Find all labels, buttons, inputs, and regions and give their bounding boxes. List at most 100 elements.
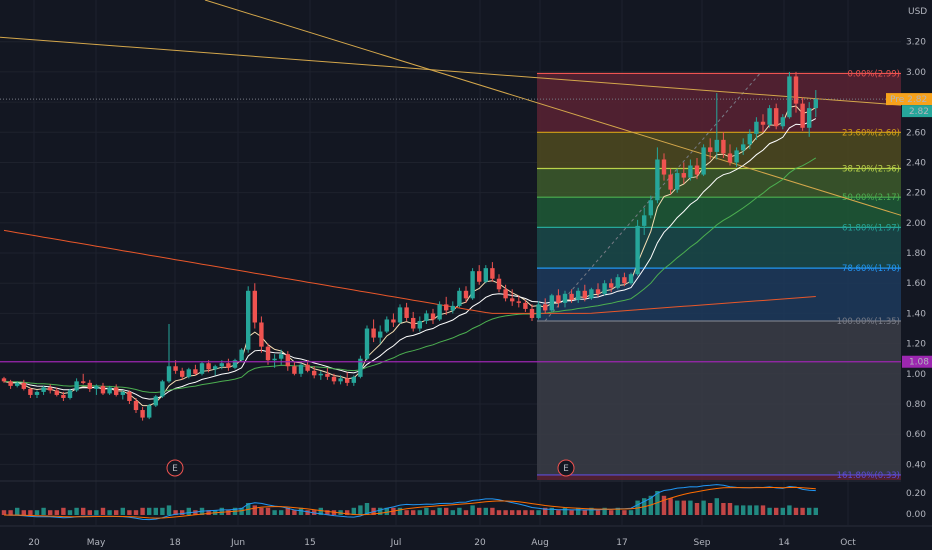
volume-bar [490,507,495,515]
volume-bar [595,510,601,515]
trend-line-descending[interactable] [204,0,902,216]
fib-level-label: 100.00%(1.35) [837,317,900,327]
trend-line-resistance[interactable] [0,36,902,106]
candle-body [292,366,297,374]
volume-tick-label: 0.00 [906,510,926,520]
volume-bar [48,510,53,515]
candle-body [239,349,244,361]
volume-bar [219,507,224,515]
earnings-marker[interactable] [557,459,575,477]
volume-bar [569,510,574,515]
volume-bar [94,510,99,515]
fib-zone [537,73,901,133]
earnings-marker[interactable] [166,459,184,477]
volume-bar [226,510,231,515]
volume-bar [21,510,26,515]
volume-bar [120,507,125,515]
time-tick-label: 14 [778,538,790,548]
candle-body [549,295,554,311]
candle-body [774,108,779,127]
ma-fast [3,105,817,407]
candle-body [694,165,700,175]
candle-body [523,302,528,309]
fib-zone [537,320,901,475]
time-tick-label: Jul [390,538,402,548]
candle-body [437,304,442,320]
candle-body [226,363,231,368]
volume-bar [285,507,290,515]
candle-body [800,103,805,128]
price-tick-label: 0.80 [906,400,926,410]
volume-bar [622,510,627,515]
trend-lines[interactable] [0,0,902,216]
candle-body [180,370,185,377]
candle-body [767,108,772,125]
volume-bar [470,505,475,515]
candle-body [780,117,785,127]
volume-bar [292,510,297,515]
volume-bar [741,505,746,515]
volume-bar [549,507,554,515]
volume-bar [34,510,40,515]
price-tick-label: 1.80 [906,249,926,259]
volume-bar [754,505,759,515]
level-tag[interactable] [902,355,932,368]
current-price-tag[interactable] [902,105,932,118]
candle-body [681,173,686,178]
volume-bar [760,505,766,515]
volume-bar [562,507,568,515]
volume-bar [305,510,310,515]
volume-bar [166,505,172,515]
candle-body [54,390,59,395]
candle-body [100,385,106,394]
time-axis[interactable]: 20 May 18 Jun 15 Jul 20 Aug 17 Sep 14 Oct [0,525,932,550]
candle-body [358,358,363,377]
candle-body [371,328,376,338]
candle-body [74,381,79,391]
time-tick-label: Oct [840,538,856,548]
volume-bar [186,507,191,515]
volume-bar [54,510,59,515]
volume-bar [325,510,330,515]
macd-line [3,484,816,521]
volume-bar [747,505,752,515]
candle-body [457,290,462,306]
candle-body [378,331,383,338]
currency-label: USD [908,7,927,17]
fib-level-label: 23.60%(2.60) [842,128,900,138]
time-tick-label: May [87,538,106,548]
volume-bar [807,507,812,515]
candle-body [81,381,86,383]
candle-body [246,290,251,350]
fib-trend-line[interactable] [544,73,761,322]
volume-bar [206,510,211,515]
fib-level-label: 161.80%(0.33) [837,471,900,481]
volume-bar [714,498,719,515]
time-tick-label: Aug [531,538,549,548]
price-tick-label: 3.00 [906,68,926,78]
ma-medium [3,118,817,400]
pre-market-tag[interactable] [886,93,932,106]
volume-bar [543,507,548,515]
candle-body [813,99,818,109]
price-tick-label: 2.00 [906,219,926,229]
volume-bar [239,507,244,515]
volume-bar [114,510,119,515]
fibonacci-retracement[interactable]: 0.00%(2.99) 23.60%(2.60) 38.20%(2.36) 50.00… [537,69,901,481]
volume-bar [800,507,805,515]
candle-body [569,293,574,300]
volume-bar [628,510,634,515]
volume-bar [437,507,442,515]
candle-body [450,305,455,311]
volume-bar [556,510,561,515]
candle-body [582,290,587,299]
candle-body [41,387,46,392]
price-axis[interactable]: 0.40 0.60 0.80 1.00 1.20 1.40 1.60 1.80 2.00 2.20… [886,0,932,550]
volume-bar [813,507,818,515]
volume-bar [430,510,436,515]
volume-tick-label: 0.20 [906,489,926,499]
horizontal-levels[interactable] [0,98,901,363]
time-tick-label: 20 [474,538,486,548]
